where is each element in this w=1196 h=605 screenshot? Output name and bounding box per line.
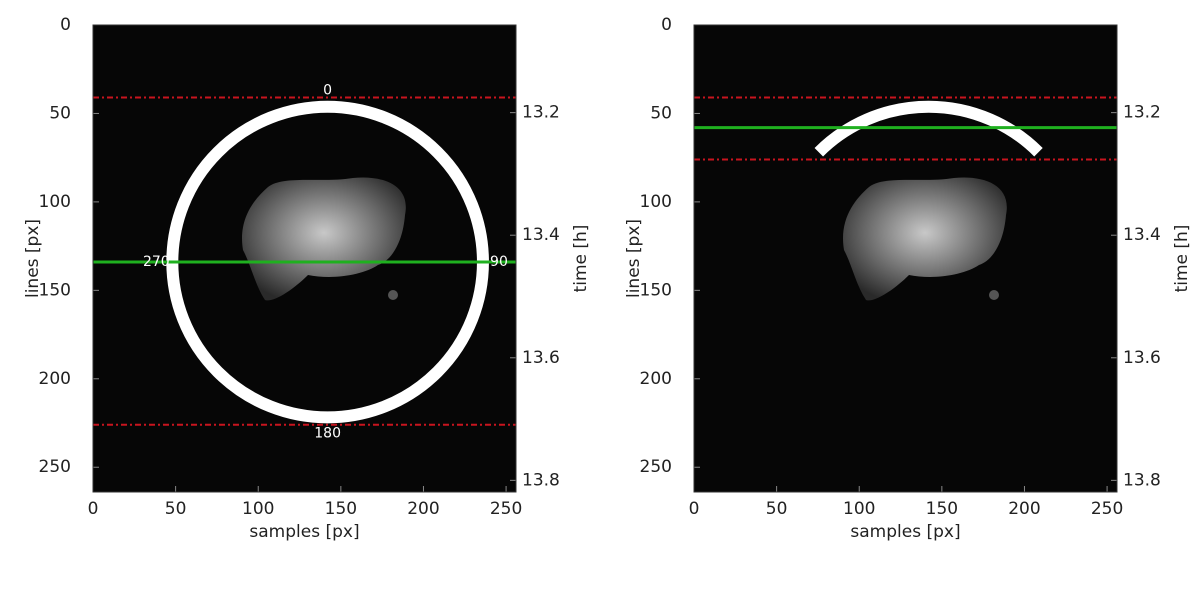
x-tick-label: 250 xyxy=(490,499,522,519)
x-tick-label: 50 xyxy=(165,499,187,519)
y-tick-label: 100 xyxy=(39,192,71,212)
x-tick-label: 100 xyxy=(242,499,274,519)
y2-tick-label: 13.8 xyxy=(522,470,560,490)
x-tick-label: 200 xyxy=(1008,499,1040,519)
y-tick-label: 50 xyxy=(650,103,672,123)
panel: 0 50 100 150 200 250 0 50 100 150 200 250 13.2 13.4 13… xyxy=(23,15,591,542)
x-tick-label: 200 xyxy=(407,499,439,519)
x-tick-label: 100 xyxy=(843,499,875,519)
ring-arc xyxy=(814,100,1043,157)
panel: 0 50 100 150 200 250 0 50 100 150 200 250 13.2 13.4 13… xyxy=(624,15,1192,542)
x-axis-label: samples [px] xyxy=(249,522,359,542)
plot-frame xyxy=(92,24,517,493)
y-tick-label: 200 xyxy=(640,369,672,389)
y-tick-label: 150 xyxy=(39,280,71,300)
y-tick-label: 50 xyxy=(49,103,71,123)
y-axis-label: lines [px] xyxy=(624,219,644,298)
y-tick-label: 250 xyxy=(640,457,672,477)
comet xyxy=(843,177,1007,301)
comet xyxy=(242,177,406,301)
y-tick-label: 0 xyxy=(661,15,672,35)
y-tick-label: 0 xyxy=(60,15,71,35)
comet-fragment xyxy=(989,290,999,300)
y2-tick-label: 13.4 xyxy=(1123,225,1161,245)
x-tick-label: 0 xyxy=(88,499,99,519)
y2-axis-label: time [h] xyxy=(571,225,591,293)
x-tick-label: 150 xyxy=(325,499,357,519)
y-tick-label: 150 xyxy=(640,280,672,300)
y2-tick-label: 13.4 xyxy=(522,225,560,245)
x-tick-label: 150 xyxy=(926,499,958,519)
y2-tick-label: 13.8 xyxy=(1123,470,1161,490)
y-axis-label: lines [px] xyxy=(23,219,43,298)
y2-tick-label: 13.2 xyxy=(522,103,560,123)
y-tick-label: 250 xyxy=(39,457,71,477)
ring-label: 270 xyxy=(143,254,170,270)
y-tick-label: 100 xyxy=(640,192,672,212)
plot-frame xyxy=(693,24,1118,493)
y-tick-label: 200 xyxy=(39,369,71,389)
x-tick-label: 250 xyxy=(1091,499,1123,519)
y2-tick-label: 13.6 xyxy=(522,348,560,368)
ring-label: 180 xyxy=(314,425,341,441)
ring-label: 90 xyxy=(490,254,508,270)
x-axis-label: samples [px] xyxy=(850,522,960,542)
y2-axis-label: time [h] xyxy=(1172,225,1192,293)
ring-label: 0 xyxy=(323,83,332,99)
x-tick-label: 50 xyxy=(766,499,788,519)
y2-tick-label: 13.2 xyxy=(1123,103,1161,123)
comet-fragment xyxy=(388,290,398,300)
y2-tick-label: 13.6 xyxy=(1123,348,1161,368)
x-tick-label: 0 xyxy=(689,499,700,519)
